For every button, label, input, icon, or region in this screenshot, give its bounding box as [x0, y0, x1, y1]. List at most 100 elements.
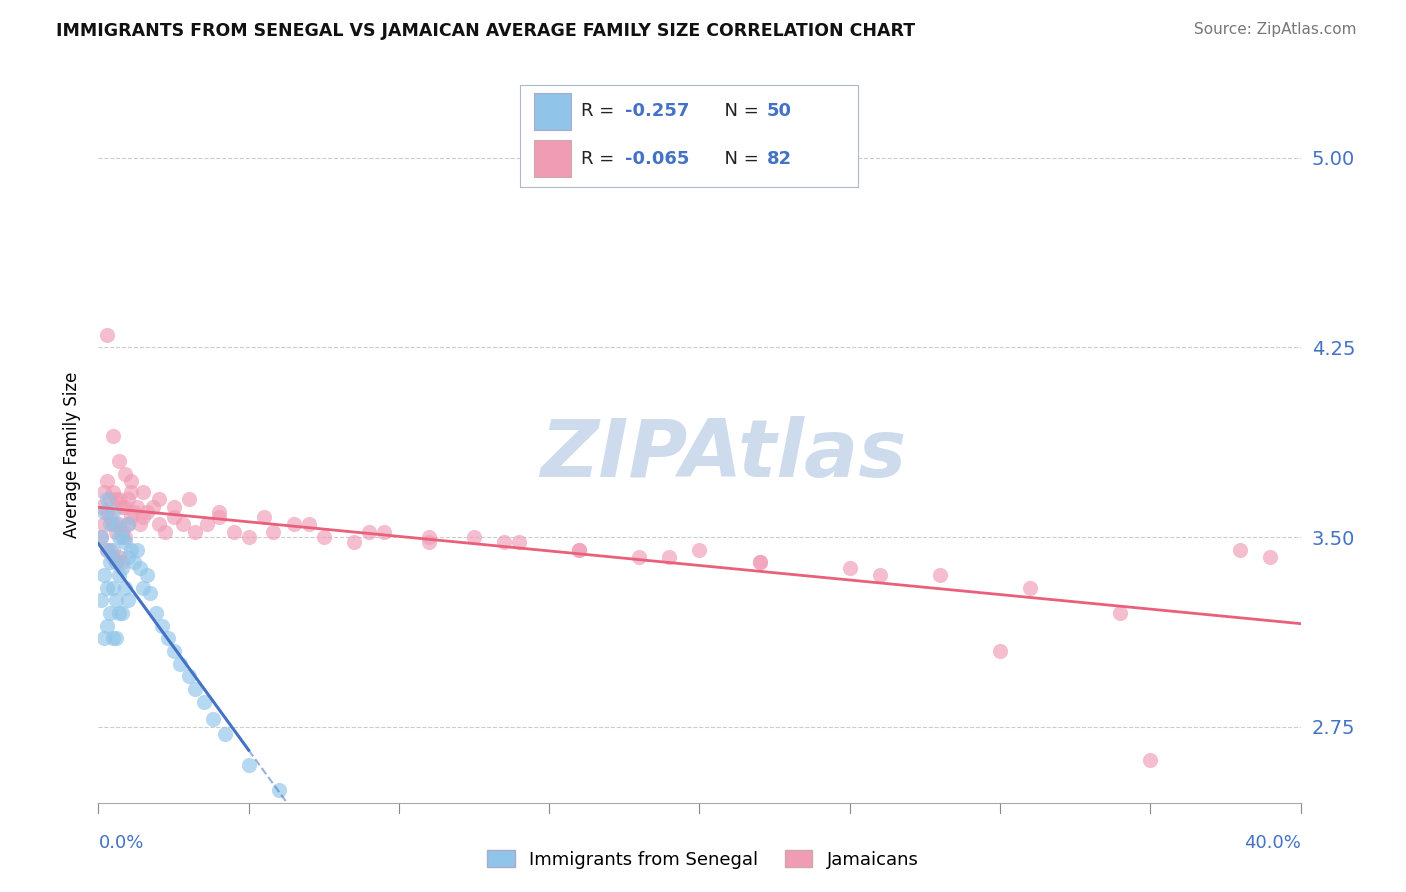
Point [208, 505, 231, 519]
Point [748, 556, 770, 570]
Text: Source: ZipAtlas.com: Source: ZipAtlas.com [1194, 22, 1357, 37]
Point [96, 505, 118, 519]
Point [132, 581, 155, 595]
Point [162, 644, 184, 658]
Point [929, 568, 952, 582]
Point [114, 581, 136, 595]
Point [105, 556, 128, 570]
Point [103, 429, 125, 443]
Point [100, 556, 122, 570]
Point [114, 467, 136, 481]
Point [156, 632, 179, 646]
Point [114, 535, 136, 549]
Point [357, 525, 380, 540]
Point [267, 783, 290, 797]
Point [103, 542, 125, 557]
Point [132, 484, 155, 499]
Point [214, 727, 236, 741]
Point [628, 550, 651, 565]
Point [145, 606, 167, 620]
Point [108, 550, 131, 565]
Point [283, 517, 305, 532]
Point [201, 712, 224, 726]
Point [208, 509, 231, 524]
Point [238, 530, 260, 544]
Text: -0.257: -0.257 [624, 103, 689, 120]
Point [121, 475, 143, 489]
Point [90, 530, 112, 544]
Point [105, 492, 128, 507]
Point [105, 525, 128, 540]
Point [108, 454, 131, 468]
Point [114, 500, 136, 514]
Text: N =: N = [713, 103, 763, 120]
Point [90, 530, 112, 544]
Point [96, 542, 118, 557]
Point [96, 542, 118, 557]
Text: IMMIGRANTS FROM SENEGAL VS JAMAICAN AVERAGE FAMILY SIZE CORRELATION CHART: IMMIGRANTS FROM SENEGAL VS JAMAICAN AVER… [56, 22, 915, 40]
Point [988, 644, 1011, 658]
Point [135, 505, 157, 519]
Point [183, 525, 205, 540]
Point [124, 505, 146, 519]
Point [129, 560, 152, 574]
Point [121, 542, 143, 557]
Point [103, 632, 125, 646]
Point [90, 593, 112, 607]
Point [162, 509, 184, 524]
Point [105, 517, 128, 532]
Point [838, 560, 860, 574]
Point [93, 568, 115, 582]
Point [138, 586, 160, 600]
Point [100, 517, 122, 532]
Point [150, 618, 173, 632]
Point [121, 484, 143, 499]
Point [100, 542, 122, 557]
Text: 0.0%: 0.0% [98, 834, 143, 852]
Point [748, 556, 770, 570]
Text: Average Family Size: Average Family Size [63, 372, 82, 538]
Point [222, 525, 245, 540]
Point [111, 606, 134, 620]
Point [96, 618, 118, 632]
Point [127, 500, 149, 514]
Point [108, 530, 131, 544]
Point [93, 484, 115, 499]
Point [96, 492, 118, 507]
Point [105, 593, 128, 607]
Text: R =: R = [581, 103, 620, 120]
Point [96, 327, 118, 342]
Point [103, 517, 125, 532]
Legend: Immigrants from Senegal, Jamaicans: Immigrants from Senegal, Jamaicans [481, 843, 925, 876]
Point [298, 517, 321, 532]
Text: 82: 82 [766, 150, 792, 168]
Point [373, 525, 395, 540]
Point [117, 550, 139, 565]
Point [108, 492, 131, 507]
Point [195, 517, 218, 532]
Point [262, 525, 284, 540]
Point [100, 492, 122, 507]
Point [1229, 542, 1251, 557]
Point [312, 530, 335, 544]
Point [508, 535, 530, 549]
Point [148, 492, 170, 507]
Point [121, 509, 143, 524]
Point [93, 632, 115, 646]
Point [153, 525, 176, 540]
Point [183, 681, 205, 696]
Point [124, 556, 146, 570]
Point [135, 568, 157, 582]
Point [253, 509, 276, 524]
Point [111, 500, 134, 514]
Point [111, 525, 134, 540]
Text: R =: R = [581, 150, 620, 168]
Point [148, 517, 170, 532]
Point [105, 556, 128, 570]
Point [1109, 606, 1132, 620]
Point [108, 606, 131, 620]
Point [238, 757, 260, 772]
FancyBboxPatch shape [534, 140, 571, 177]
Point [93, 517, 115, 532]
Point [111, 556, 134, 570]
